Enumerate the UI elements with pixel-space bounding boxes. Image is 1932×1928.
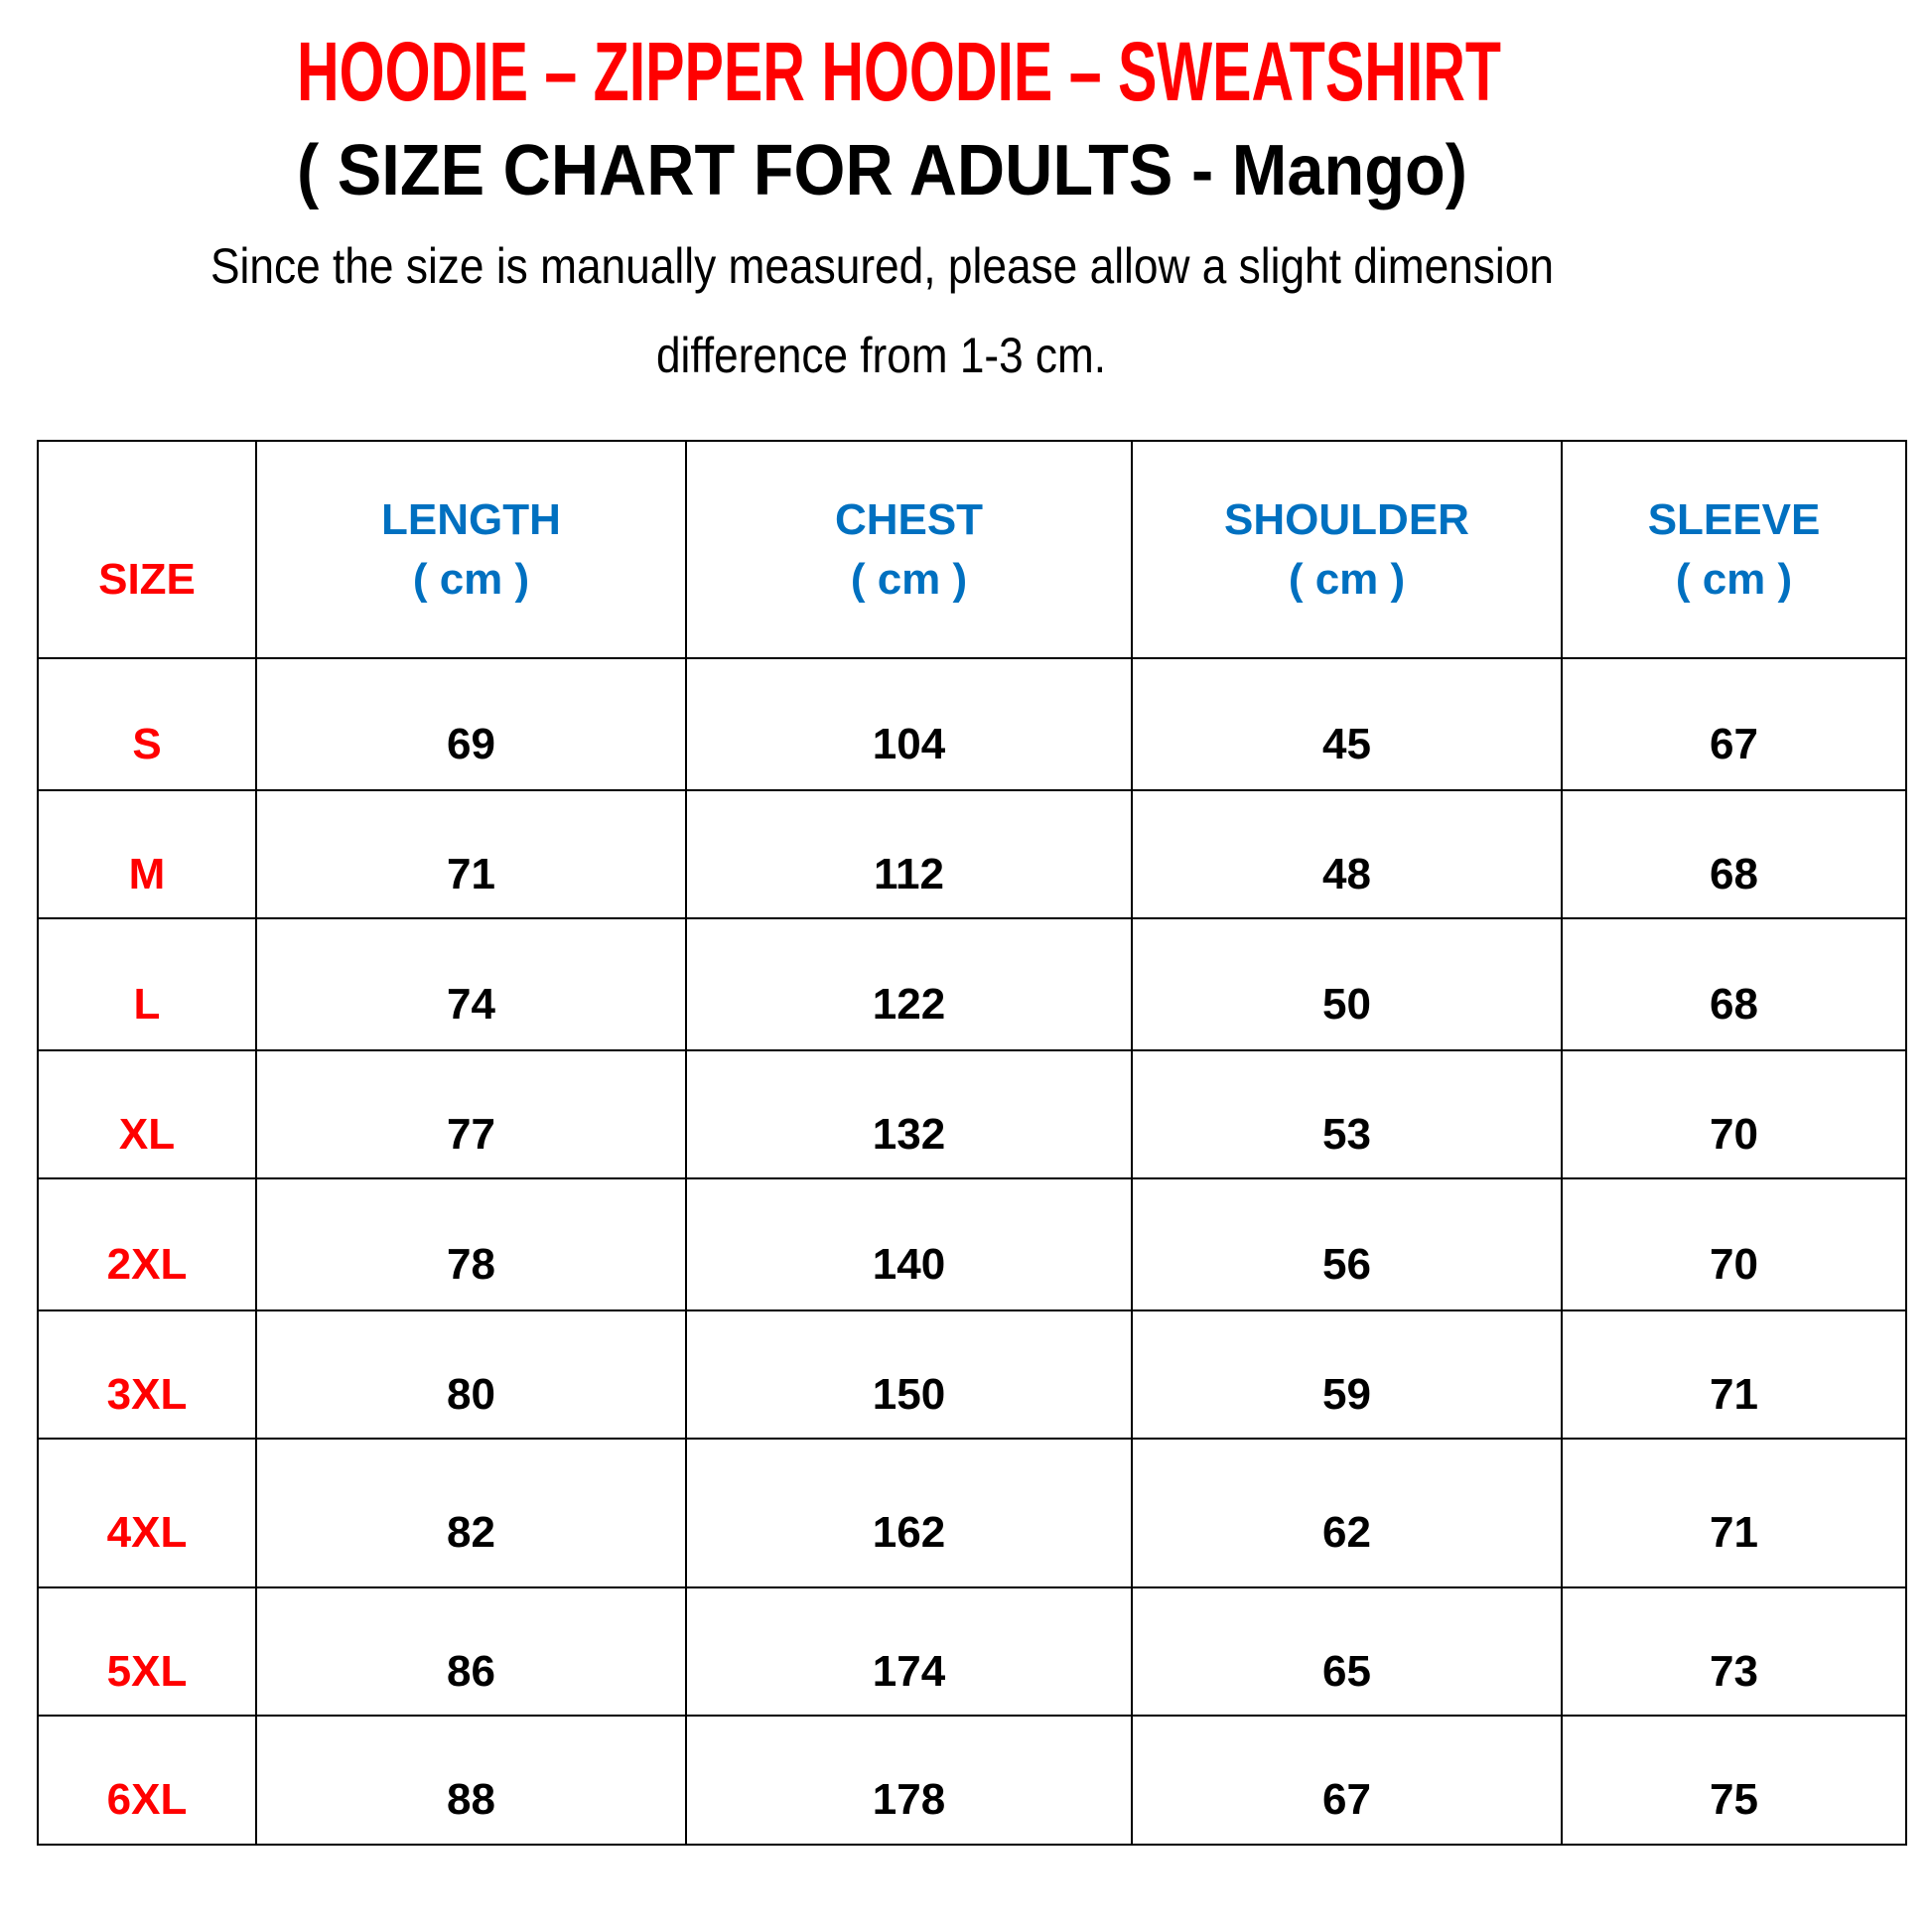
cell-length: 71 — [255, 789, 687, 919]
header-label: SIZE — [98, 554, 196, 604]
cell-length: 77 — [255, 1049, 687, 1179]
cell-chest: 112 — [685, 789, 1133, 919]
cell-chest: 162 — [685, 1438, 1133, 1588]
cell-length: 88 — [255, 1715, 687, 1846]
header-sleeve: SLEEVE ( cm ) — [1561, 440, 1907, 659]
cell-chest: 104 — [685, 657, 1133, 791]
cell-chest: 150 — [685, 1309, 1133, 1440]
cell-size: M — [37, 789, 257, 919]
cell-length: 69 — [255, 657, 687, 791]
cell-chest: 174 — [685, 1586, 1133, 1717]
header-label: CHEST — [834, 494, 984, 544]
table-row: XL 77 132 53 70 — [37, 1049, 1907, 1179]
table-row: 4XL 82 162 62 71 — [37, 1438, 1907, 1588]
table-row: L 74 122 50 68 — [37, 917, 1907, 1051]
cell-length: 86 — [255, 1586, 687, 1717]
cell-chest: 140 — [685, 1177, 1133, 1311]
measurement-note-line-1: Since the size is manually measured, ple… — [210, 238, 1554, 294]
header-unit: ( cm ) — [412, 554, 530, 604]
header-label: LENGTH — [381, 494, 561, 544]
cell-chest: 132 — [685, 1049, 1133, 1179]
cell-shoulder: 67 — [1131, 1715, 1563, 1846]
cell-shoulder: 62 — [1131, 1438, 1563, 1588]
cell-size: 6XL — [37, 1715, 257, 1846]
cell-size: L — [37, 917, 257, 1051]
cell-chest: 122 — [685, 917, 1133, 1051]
size-chart-table: SIZE LENGTH ( cm ) CHEST ( cm ) SHOULDER ( … — [37, 440, 1907, 1846]
header-label: SHOULDER — [1224, 494, 1469, 544]
cell-chest: 178 — [685, 1715, 1133, 1846]
table-header-row: SIZE LENGTH ( cm ) CHEST ( cm ) SHOULDER ( … — [37, 440, 1907, 659]
cell-shoulder: 53 — [1131, 1049, 1563, 1179]
table-row: 2XL 78 140 56 70 — [37, 1177, 1907, 1311]
page-title: HOODIE – ZIPPER HOODIE – SWEATSHIRT — [297, 25, 1501, 118]
header-chest: CHEST ( cm ) — [685, 440, 1133, 659]
cell-size: 4XL — [37, 1438, 257, 1588]
page-subtitle: ( SIZE CHART FOR ADULTS - Mango) — [297, 131, 1467, 210]
header-unit: ( cm ) — [850, 554, 968, 604]
cell-sleeve: 68 — [1561, 789, 1907, 919]
cell-length: 74 — [255, 917, 687, 1051]
cell-size: XL — [37, 1049, 257, 1179]
header-size: SIZE — [37, 440, 257, 659]
header-length: LENGTH ( cm ) — [255, 440, 687, 659]
header-unit: ( cm ) — [1675, 554, 1793, 604]
cell-sleeve: 73 — [1561, 1586, 1907, 1717]
cell-sleeve: 71 — [1561, 1309, 1907, 1440]
cell-sleeve: 68 — [1561, 917, 1907, 1051]
table-row: M 71 112 48 68 — [37, 789, 1907, 919]
header-unit: ( cm ) — [1288, 554, 1406, 604]
cell-size: 5XL — [37, 1586, 257, 1717]
table-row: 6XL 88 178 67 75 — [37, 1715, 1907, 1846]
cell-sleeve: 70 — [1561, 1049, 1907, 1179]
header-shoulder: SHOULDER ( cm ) — [1131, 440, 1563, 659]
cell-size: 3XL — [37, 1309, 257, 1440]
cell-shoulder: 59 — [1131, 1309, 1563, 1440]
cell-length: 78 — [255, 1177, 687, 1311]
cell-size: S — [37, 657, 257, 791]
cell-shoulder: 65 — [1131, 1586, 1563, 1717]
cell-length: 80 — [255, 1309, 687, 1440]
cell-shoulder: 56 — [1131, 1177, 1563, 1311]
cell-sleeve: 75 — [1561, 1715, 1907, 1846]
cell-shoulder: 50 — [1131, 917, 1563, 1051]
measurement-note-line-2: difference from 1-3 cm. — [656, 328, 1106, 383]
cell-shoulder: 45 — [1131, 657, 1563, 791]
cell-size: 2XL — [37, 1177, 257, 1311]
cell-sleeve: 71 — [1561, 1438, 1907, 1588]
cell-sleeve: 70 — [1561, 1177, 1907, 1311]
cell-shoulder: 48 — [1131, 789, 1563, 919]
table-row: 5XL 86 174 65 73 — [37, 1586, 1907, 1717]
table-row: S 69 104 45 67 — [37, 657, 1907, 791]
header-label: SLEEVE — [1647, 494, 1821, 544]
cell-length: 82 — [255, 1438, 687, 1588]
table-row: 3XL 80 150 59 71 — [37, 1309, 1907, 1440]
cell-sleeve: 67 — [1561, 657, 1907, 791]
